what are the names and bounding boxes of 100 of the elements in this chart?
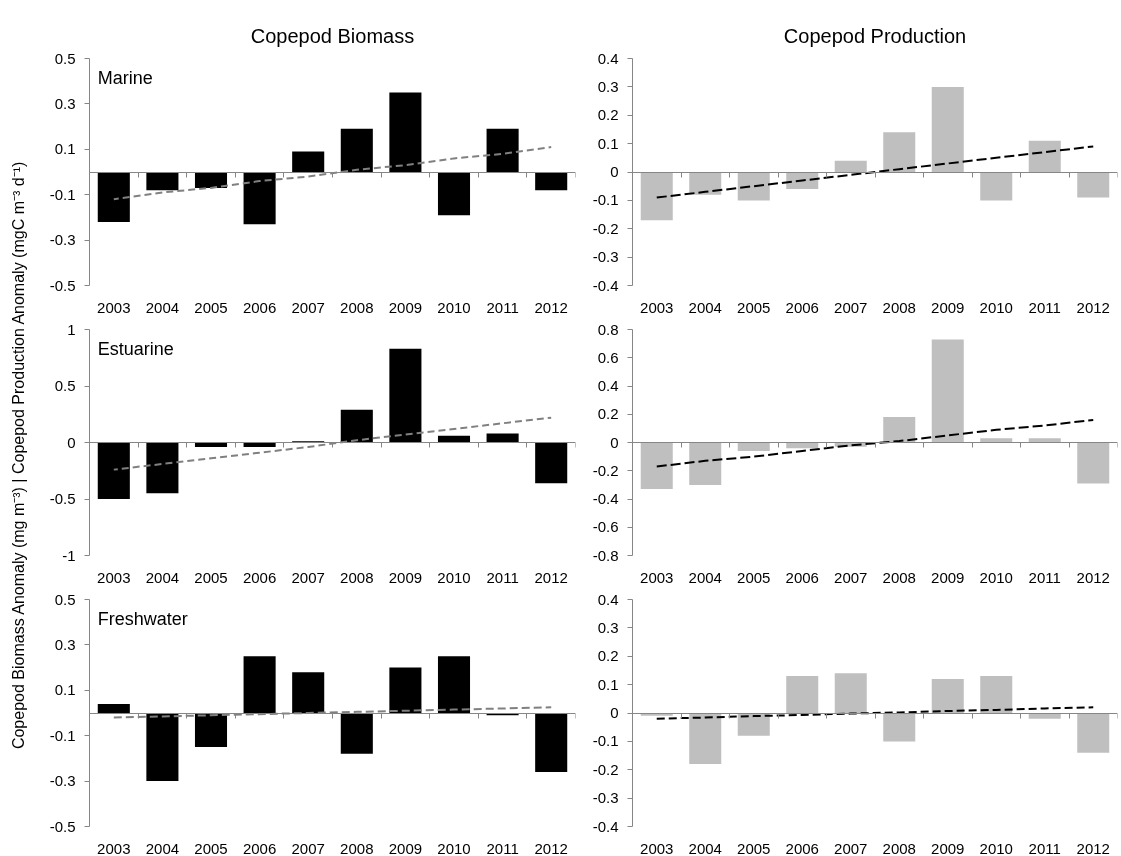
x-tick-label: 2005 — [194, 568, 228, 586]
x-tick-label: 2004 — [145, 298, 180, 316]
y-tick-label: -0.3 — [49, 772, 76, 790]
y-tick-label: 0.6 — [597, 348, 619, 366]
x-tick-label: 2004 — [145, 568, 180, 586]
x-tick-label: 2012 — [1076, 839, 1110, 856]
x-tick-label: 2011 — [1028, 839, 1061, 856]
x-tick-label: 2007 — [291, 298, 325, 316]
x-tick-label: 2010 — [437, 298, 471, 316]
x-tick-label: 2010 — [979, 298, 1013, 316]
y-tick-label: 0 — [67, 433, 76, 451]
x-tick-label: 2004 — [688, 298, 722, 316]
y-tick-label: -0.4 — [592, 817, 619, 835]
y-tick-label: -0.8 — [592, 546, 619, 564]
y-tick-label: -0.6 — [592, 518, 619, 536]
y-tick-label: 0.3 — [597, 77, 619, 95]
y-axis-title: Copepod Biomass Anomaly (mg m⁻³) | Copepod Production Anomaly (mgC m⁻³ d⁻¹) — [10, 161, 27, 750]
y-tick-label: 0 — [610, 163, 619, 180]
x-tick-label: 2008 — [340, 839, 374, 856]
x-tick-label: 2008 — [340, 298, 374, 316]
x-tick-label: 2005 — [737, 839, 771, 856]
x-tick-label: 2012 — [1076, 298, 1110, 316]
y-tick-label: 0 — [610, 704, 619, 721]
y-tick-label: 0.4 — [597, 377, 619, 394]
x-tick-label: 2010 — [979, 568, 1013, 586]
y-tick-label: 0.4 — [597, 590, 619, 608]
x-tick-label: 2006 — [242, 568, 277, 586]
x-tick-label: 2003 — [97, 839, 131, 856]
y-tick-label: 1 — [67, 320, 76, 338]
y-tick-label: 0.2 — [597, 106, 619, 124]
x-tick-label: 2007 — [834, 839, 868, 856]
x-tick-label: 2003 — [97, 298, 131, 316]
y-tick-label: 0.1 — [54, 681, 76, 699]
x-tick-label: 2003 — [640, 568, 674, 586]
x-tick-label: 2008 — [882, 839, 916, 856]
y-tick-label: -0.3 — [592, 789, 619, 807]
x-tick-label: 2007 — [291, 568, 325, 586]
x-tick-label: 2003 — [640, 839, 674, 856]
y-tick-label: 0.1 — [597, 134, 619, 152]
y-tick-label: -0.4 — [592, 276, 619, 294]
y-tick-label: 0.5 — [54, 377, 76, 394]
x-tick-label: 2004 — [688, 568, 722, 586]
y-tick-label: 0.4 — [597, 49, 619, 67]
annotation: Marine — [97, 67, 153, 88]
x-tick-label: 2010 — [437, 839, 471, 856]
y-tick-label: -0.3 — [592, 248, 619, 266]
y-tick-label: -0.1 — [49, 726, 76, 744]
x-tick-label: 2011 — [486, 298, 519, 316]
y-tick-label: -0.5 — [49, 490, 76, 507]
y-tick-label: 0.5 — [54, 590, 76, 608]
x-tick-label: 2008 — [882, 298, 916, 316]
x-tick-label: 2011 — [1028, 298, 1061, 316]
y-tick-label: -0.2 — [592, 760, 619, 778]
x-tick-label: 2012 — [534, 298, 568, 316]
x-tick-label: 2005 — [737, 298, 771, 316]
x-tick-label: 2006 — [242, 839, 277, 856]
x-tick-label: 2008 — [882, 568, 916, 586]
x-tick-label: 2007 — [834, 568, 868, 586]
y-tick-label: 0.2 — [597, 405, 619, 423]
y-tick-label: -0.5 — [49, 276, 76, 294]
x-tick-label: 2009 — [931, 839, 965, 856]
x-tick-label: 2003 — [97, 568, 131, 586]
x-tick-label: 2007 — [291, 839, 325, 856]
y-tick-label: -0.3 — [49, 231, 76, 249]
x-tick-label: 2005 — [737, 568, 771, 586]
x-tick-label: 2010 — [437, 568, 471, 586]
x-tick-label: 2009 — [388, 298, 423, 316]
x-tick-label: 2005 — [194, 298, 228, 316]
y-tick-label: -0.2 — [592, 461, 619, 479]
x-tick-label: 2006 — [785, 568, 819, 586]
x-tick-label: 2012 — [534, 839, 568, 856]
y-tick-label: 0.1 — [54, 140, 76, 158]
x-tick-label: 2006 — [785, 839, 819, 856]
x-tick-label: 2011 — [486, 568, 519, 586]
x-tick-label: 2006 — [785, 298, 819, 316]
chart-title: Copepod Biomass — [250, 24, 415, 47]
chart-title: Copepod Production — [783, 24, 967, 47]
y-tick-label: -0.5 — [49, 817, 76, 835]
y-tick-label: -0.1 — [592, 732, 619, 750]
x-tick-label: 2009 — [931, 298, 965, 316]
y-tick-label: -1 — [62, 546, 76, 564]
y-tick-label: -0.1 — [592, 191, 619, 209]
y-tick-label: 0 — [610, 433, 619, 451]
x-tick-label: 2008 — [340, 568, 374, 586]
x-tick-label: 2003 — [640, 298, 674, 316]
y-tick-label: -0.4 — [592, 490, 619, 507]
x-tick-label: 2011 — [486, 839, 519, 856]
annotation: Freshwater — [97, 608, 188, 629]
x-tick-label: 2009 — [388, 568, 423, 586]
x-tick-label: 2011 — [1028, 568, 1061, 586]
y-tick-label: -0.1 — [49, 185, 76, 203]
x-tick-label: 2009 — [931, 568, 965, 586]
y-tick-label: 0.3 — [597, 618, 619, 636]
x-tick-label: 2012 — [534, 568, 568, 586]
y-tick-label: 0.5 — [54, 49, 76, 67]
y-tick-label: 0.3 — [54, 94, 76, 112]
x-tick-label: 2007 — [834, 298, 868, 316]
y-tick-label: -0.2 — [592, 219, 619, 237]
y-tick-label: 0.3 — [54, 635, 76, 653]
y-tick-label: 0.1 — [597, 675, 619, 693]
